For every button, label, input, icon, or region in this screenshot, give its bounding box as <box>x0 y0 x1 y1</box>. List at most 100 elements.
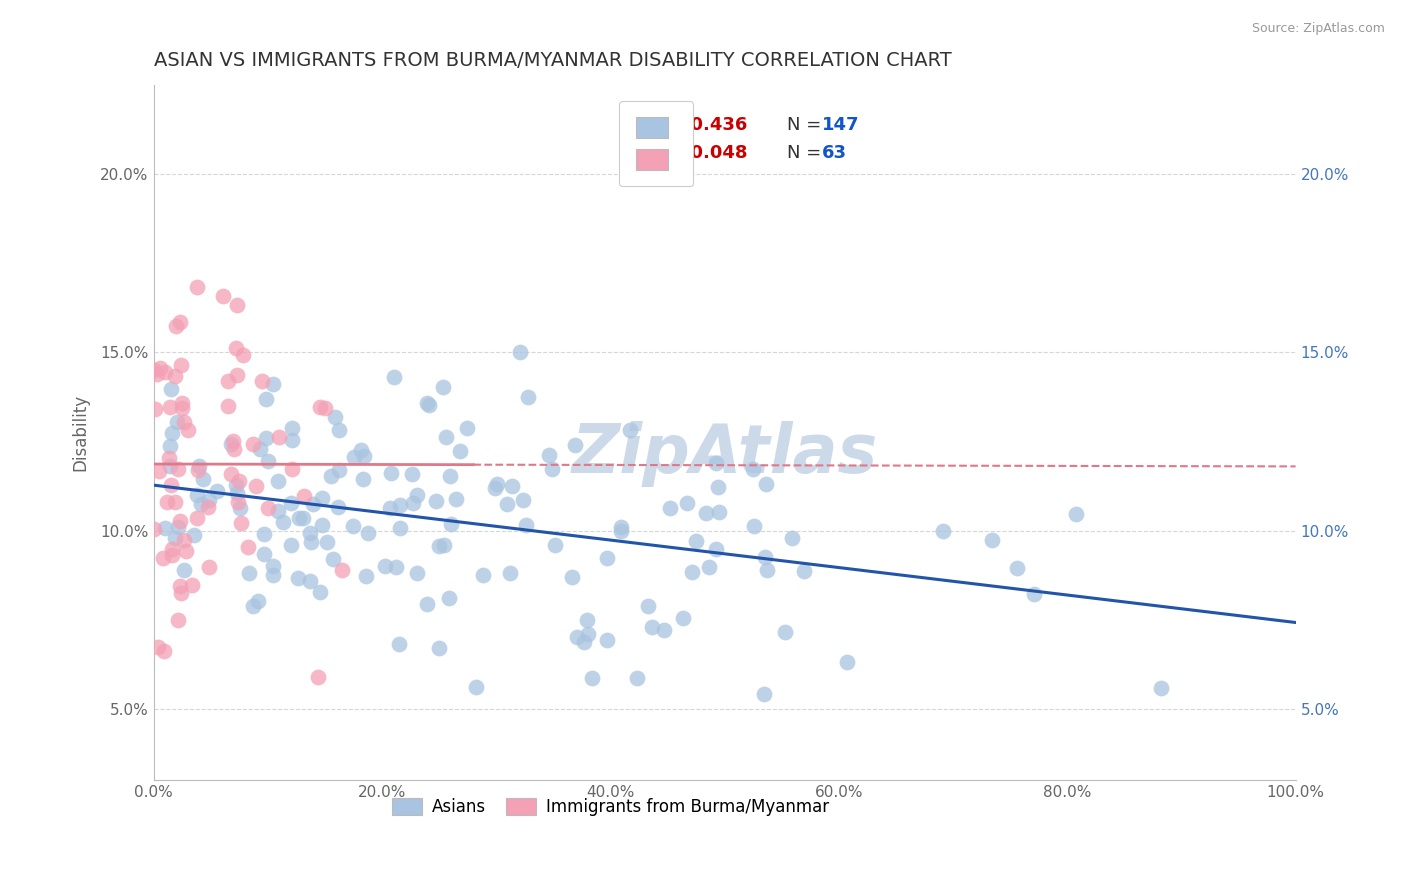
Point <box>641 620 664 634</box>
Point <box>416 395 439 409</box>
Point <box>352 472 374 486</box>
Point <box>1150 681 1173 696</box>
Point <box>773 625 796 640</box>
Point <box>330 563 353 577</box>
Point <box>596 633 619 648</box>
Point <box>356 569 378 583</box>
Point <box>148 464 170 478</box>
Point <box>676 496 699 510</box>
Point <box>143 362 166 376</box>
Point <box>388 637 411 651</box>
Point <box>287 571 309 585</box>
Point <box>432 379 454 393</box>
Point <box>425 493 447 508</box>
Point <box>1064 507 1087 521</box>
Point <box>464 680 486 694</box>
Point <box>575 613 598 627</box>
Point <box>309 585 332 599</box>
Point <box>219 437 242 451</box>
Point <box>252 374 274 388</box>
Legend: Asians, Immigrants from Burma/Myanmar: Asians, Immigrants from Burma/Myanmar <box>384 789 838 824</box>
Point <box>152 550 174 565</box>
Point <box>180 578 202 592</box>
Point <box>254 392 277 406</box>
Point <box>314 401 336 416</box>
Point <box>292 511 315 525</box>
Point <box>328 423 350 437</box>
Point <box>637 599 659 613</box>
Point <box>187 458 209 473</box>
Point <box>342 519 364 533</box>
Point <box>205 483 228 498</box>
Point <box>427 539 450 553</box>
Point <box>416 598 439 612</box>
Point <box>301 497 323 511</box>
Point <box>311 491 333 505</box>
Text: Source: ZipAtlas.com: Source: ZipAtlas.com <box>1251 22 1385 36</box>
Point <box>501 479 523 493</box>
Point <box>512 493 534 508</box>
Point <box>242 599 264 614</box>
Point <box>706 542 728 557</box>
Text: 147: 147 <box>821 116 859 135</box>
Point <box>254 430 277 444</box>
Point <box>382 370 405 384</box>
Point <box>253 547 276 561</box>
Point <box>222 442 245 456</box>
Point <box>440 517 463 532</box>
Point <box>169 578 191 592</box>
Point <box>752 687 775 701</box>
Point <box>146 367 169 381</box>
Point <box>697 559 720 574</box>
Point <box>253 526 276 541</box>
Point <box>169 315 191 329</box>
Point <box>177 423 200 437</box>
Point <box>170 359 193 373</box>
Point <box>173 415 195 429</box>
Point <box>225 341 247 355</box>
Point <box>439 591 461 606</box>
Point <box>198 560 221 574</box>
Point <box>159 382 181 396</box>
Point <box>429 640 451 655</box>
Point <box>374 559 396 574</box>
Point <box>183 527 205 541</box>
Point <box>247 594 270 608</box>
Point <box>307 670 329 684</box>
Point <box>298 574 321 589</box>
Point <box>672 611 695 625</box>
Point <box>229 516 252 530</box>
Point <box>389 498 412 512</box>
Point <box>219 467 242 482</box>
Point <box>401 467 423 482</box>
Point <box>159 401 181 415</box>
Point <box>619 423 641 437</box>
Point <box>212 289 235 303</box>
Point <box>242 437 264 451</box>
Point <box>245 479 267 493</box>
Point <box>544 538 567 552</box>
Point <box>162 548 184 562</box>
Point <box>755 563 778 577</box>
Point <box>385 560 408 574</box>
Point <box>226 495 249 509</box>
Point <box>456 421 478 435</box>
Point <box>439 469 461 483</box>
Point <box>166 416 188 430</box>
Point <box>280 538 302 552</box>
Point <box>262 558 284 573</box>
Point <box>754 550 776 565</box>
Point <box>1007 561 1029 575</box>
Point <box>267 504 290 518</box>
Point <box>509 345 531 359</box>
Point <box>169 514 191 528</box>
Point <box>280 434 302 448</box>
Point <box>755 476 778 491</box>
Text: N =: N = <box>787 116 827 135</box>
Point <box>173 563 195 577</box>
Point <box>167 462 190 476</box>
Point <box>249 442 271 456</box>
Point <box>271 515 294 529</box>
Point <box>165 495 187 509</box>
Point <box>174 544 197 558</box>
